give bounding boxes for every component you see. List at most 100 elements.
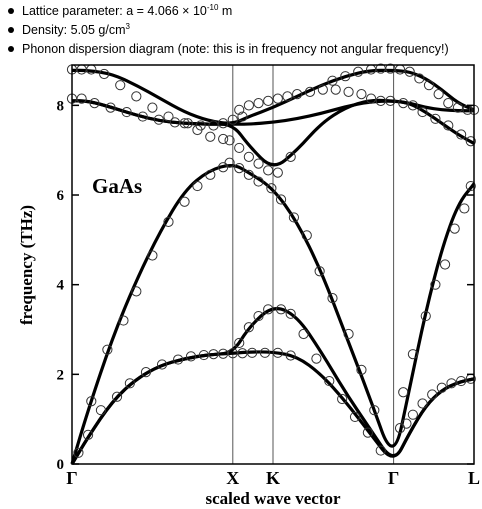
data-point [163, 216, 174, 228]
data-point [224, 157, 235, 168]
data-point [272, 93, 283, 104]
note-superscript: 3 [125, 22, 130, 31]
data-point [407, 349, 418, 360]
data-point [179, 118, 190, 129]
data-point [404, 66, 415, 77]
data-point [343, 86, 354, 97]
y-tick-label: 0 [57, 457, 65, 473]
data-point [417, 398, 428, 409]
data-point [253, 176, 264, 187]
symmetry-point-lines [232, 65, 395, 464]
data-point [253, 310, 264, 322]
data-point [314, 266, 325, 277]
note-suffix: m [218, 4, 233, 18]
data-point [140, 366, 152, 378]
data-point [459, 203, 470, 214]
data-point [246, 347, 258, 358]
data-point [272, 167, 283, 178]
data-point [234, 142, 245, 154]
data-point [82, 429, 94, 440]
data-point [465, 136, 476, 147]
data-point [327, 293, 338, 304]
data-point [243, 169, 254, 180]
data-point [324, 375, 335, 387]
data-point [99, 68, 110, 80]
data-point [375, 445, 386, 456]
data-point [356, 364, 367, 375]
data-point [365, 93, 377, 104]
data-point [263, 95, 274, 106]
data-point [385, 63, 396, 74]
data-point [227, 114, 238, 125]
y-tick-label: 6 [57, 188, 65, 204]
data-point [282, 91, 293, 102]
data-point [275, 194, 287, 205]
data-point [275, 304, 287, 315]
data-point [243, 151, 254, 163]
data-point [414, 73, 425, 84]
data-point [356, 89, 367, 100]
data-point [198, 349, 209, 361]
data-point [420, 310, 431, 322]
data-point [436, 382, 447, 393]
dispersion-branch-3 [70, 163, 476, 465]
data-point [147, 250, 158, 261]
data-point [259, 347, 271, 358]
data-point [205, 131, 216, 142]
data-point [311, 353, 322, 364]
data-point [427, 389, 438, 400]
data-point [446, 378, 457, 389]
x-tick-label: X [226, 468, 239, 488]
data-point [292, 89, 303, 100]
data-point [353, 66, 364, 77]
data-point [456, 129, 467, 140]
data-point [456, 375, 467, 387]
data-point [102, 344, 113, 355]
data-point [89, 98, 100, 109]
data-point [192, 180, 203, 192]
data-point [443, 120, 454, 131]
data-point [73, 447, 84, 458]
data-point [179, 196, 190, 207]
data-point [385, 95, 396, 106]
y-tick-label: 2 [57, 367, 65, 383]
data-point [234, 337, 245, 349]
data-point [131, 91, 142, 102]
x-tick-label: L [468, 468, 480, 488]
data-point [153, 114, 164, 125]
data-point [253, 158, 264, 169]
data-point [362, 427, 373, 438]
data-point [288, 212, 300, 223]
bullet-icon [8, 46, 14, 52]
data-point [195, 120, 206, 131]
data-point [337, 393, 348, 405]
data-point [243, 100, 254, 111]
y-axis-ticks: 0 2 4 6 8 [57, 98, 474, 473]
data-point [224, 135, 235, 146]
data-point [185, 351, 197, 362]
data-point [266, 183, 277, 194]
data-point [285, 308, 296, 319]
y-tick-label: 8 [57, 98, 65, 114]
note-text: Lattice parameter: a = 4.066 × 10 [22, 4, 207, 18]
data-point [105, 102, 116, 113]
data-point [430, 279, 441, 290]
bullet-icon [8, 27, 14, 33]
data-point [208, 120, 219, 131]
data-point [407, 100, 418, 111]
data-point [218, 133, 229, 145]
data-point [433, 89, 444, 100]
data-point [115, 80, 126, 91]
data-point [272, 347, 283, 358]
data-point [124, 378, 135, 389]
data-point [285, 151, 296, 163]
data-point [430, 113, 441, 124]
note-text: Phonon dispersion diagram (note: this is… [22, 42, 449, 56]
data-point [118, 315, 129, 326]
data-point [449, 223, 460, 234]
data-point [285, 350, 296, 361]
data-point [218, 118, 229, 129]
data-point [298, 328, 309, 340]
data-point [369, 405, 380, 416]
